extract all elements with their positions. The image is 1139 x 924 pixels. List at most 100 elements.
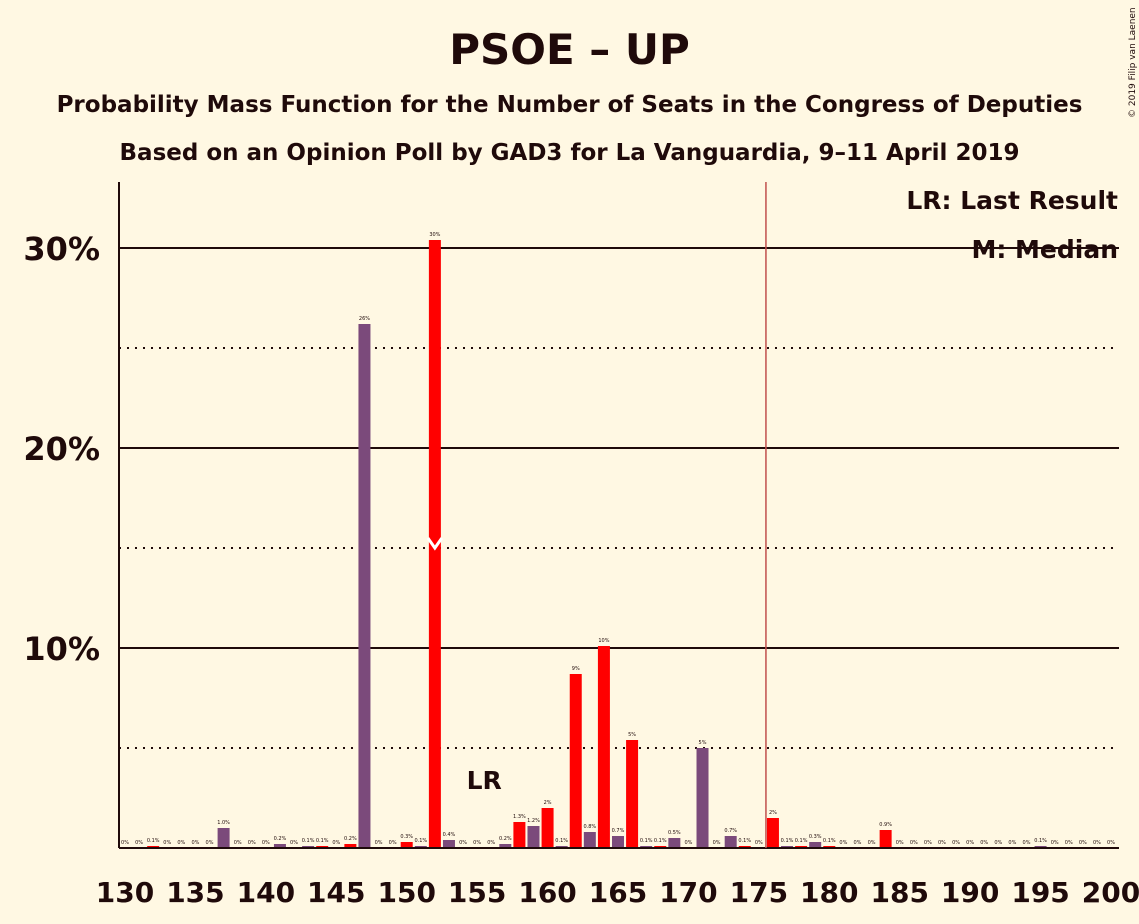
bar-value-label: 0% <box>713 840 721 846</box>
x-tick-label: 200 <box>1082 876 1139 909</box>
bar-value-label: 0% <box>868 840 876 846</box>
bar-value-label: 0% <box>487 840 495 846</box>
bar-value-label: 5% <box>699 740 707 746</box>
bar-value-label: 2% <box>769 810 777 816</box>
bar-value-label: 0% <box>206 840 214 846</box>
chart-subtitle: Probability Mass Function for the Number… <box>56 92 1083 118</box>
bar-value-label: 0.9% <box>879 822 892 828</box>
bar-value-label: 0% <box>290 840 298 846</box>
bar-value-label: 0% <box>952 840 960 846</box>
bar-value-label: 0% <box>389 840 397 846</box>
bar <box>668 838 681 848</box>
bar <box>696 748 709 848</box>
bar <box>217 828 230 848</box>
x-tick-label: 140 <box>237 876 295 909</box>
x-tick-label: 150 <box>377 876 435 909</box>
bar-value-label: 30% <box>429 232 440 238</box>
x-tick-label: 175 <box>730 876 788 909</box>
bar-value-label: 0% <box>332 840 340 846</box>
legend-last-result: LR: Last Result <box>906 186 1118 215</box>
bar <box>626 740 639 848</box>
x-tick-label: 195 <box>1011 876 1069 909</box>
x-tick-label: 145 <box>307 876 365 909</box>
bar-value-label: 0% <box>459 840 467 846</box>
bar <box>442 840 455 848</box>
bar-value-label: 0% <box>121 840 129 846</box>
bar-value-label: 0% <box>262 840 270 846</box>
last-result-marker: LR <box>467 766 502 795</box>
bar-value-label: 0.2% <box>499 836 512 842</box>
bar-value-label: 0% <box>1093 840 1101 846</box>
bar-value-label: 10% <box>598 638 609 644</box>
bar-value-label: 0% <box>924 840 932 846</box>
bar-value-label: 26% <box>359 316 370 322</box>
bar-value-label: 0% <box>191 840 199 846</box>
bar <box>499 844 512 848</box>
x-tick-label: 170 <box>659 876 717 909</box>
bar-value-label: 0.1% <box>781 838 794 844</box>
bar-value-label: 0.3% <box>809 834 822 840</box>
x-tick-label: 190 <box>941 876 999 909</box>
bar-value-label: 0.8% <box>583 824 596 830</box>
bar-value-label: 0% <box>994 840 1002 846</box>
bar-value-label: 0.1% <box>414 838 427 844</box>
bar-value-label: 1.0% <box>217 820 230 826</box>
bar-value-label: 0% <box>177 840 185 846</box>
bar-value-label: 0.1% <box>1034 838 1047 844</box>
bar <box>513 822 526 848</box>
bar-value-label: 0% <box>1023 840 1031 846</box>
x-tick-label: 180 <box>800 876 858 909</box>
legend-median: M: Median <box>971 235 1118 264</box>
bar-value-label: 0% <box>1051 840 1059 846</box>
median-marker <box>426 537 444 551</box>
bar-value-label: 0% <box>684 840 692 846</box>
x-tick-label: 165 <box>589 876 647 909</box>
bar-value-label: 0% <box>1008 840 1016 846</box>
bar <box>400 842 413 848</box>
bar <box>358 324 371 848</box>
bar-value-label: 0.1% <box>654 838 667 844</box>
bar-value-label: 0.5% <box>668 830 681 836</box>
bar <box>428 240 441 848</box>
bar <box>766 818 779 848</box>
bar <box>527 826 540 848</box>
bar-value-label: 0.1% <box>147 838 160 844</box>
chart-subtitle-source: Based on an Opinion Poll by GAD3 for La … <box>119 140 1020 166</box>
bar-value-label: 0.1% <box>738 838 751 844</box>
bar <box>612 836 624 848</box>
bar-value-label: 0% <box>234 840 242 846</box>
bar <box>541 808 554 848</box>
bar <box>344 844 357 848</box>
bar <box>597 646 610 848</box>
y-tick-label: 30% <box>23 230 100 268</box>
y-tick-label: 20% <box>23 430 100 468</box>
bar-value-label: 0.1% <box>316 838 329 844</box>
bar <box>879 830 892 848</box>
chart-title: PSOE – UP <box>449 25 690 74</box>
bar-value-label: 0.2% <box>344 836 357 842</box>
bar-value-label: 0% <box>896 840 904 846</box>
bar-value-label: 0% <box>910 840 918 846</box>
bar <box>809 842 822 848</box>
bar-value-label: 0% <box>375 840 383 846</box>
x-tick-label: 135 <box>166 876 224 909</box>
bar <box>583 832 596 848</box>
bar-value-label: 0.1% <box>823 838 836 844</box>
bar-value-label: 0.2% <box>274 836 287 842</box>
bar-value-label: 0% <box>473 840 481 846</box>
bar-value-label: 1.2% <box>527 818 540 824</box>
bar-value-label: 9% <box>572 666 580 672</box>
bar-value-label: 0.4% <box>443 832 456 838</box>
x-tick-label: 185 <box>870 876 928 909</box>
bar-value-label: 0.1% <box>640 838 653 844</box>
x-tick-label: 155 <box>448 876 506 909</box>
bar-value-label: 0% <box>980 840 988 846</box>
bar-value-label: 0% <box>938 840 946 846</box>
bar-value-label: 0% <box>1079 840 1087 846</box>
bar-value-label: 0% <box>1107 840 1115 846</box>
bar-value-label: 0% <box>135 840 143 846</box>
bar <box>273 844 286 848</box>
bar-value-label: 0% <box>839 840 847 846</box>
bar-value-label: 1.3% <box>513 814 526 820</box>
